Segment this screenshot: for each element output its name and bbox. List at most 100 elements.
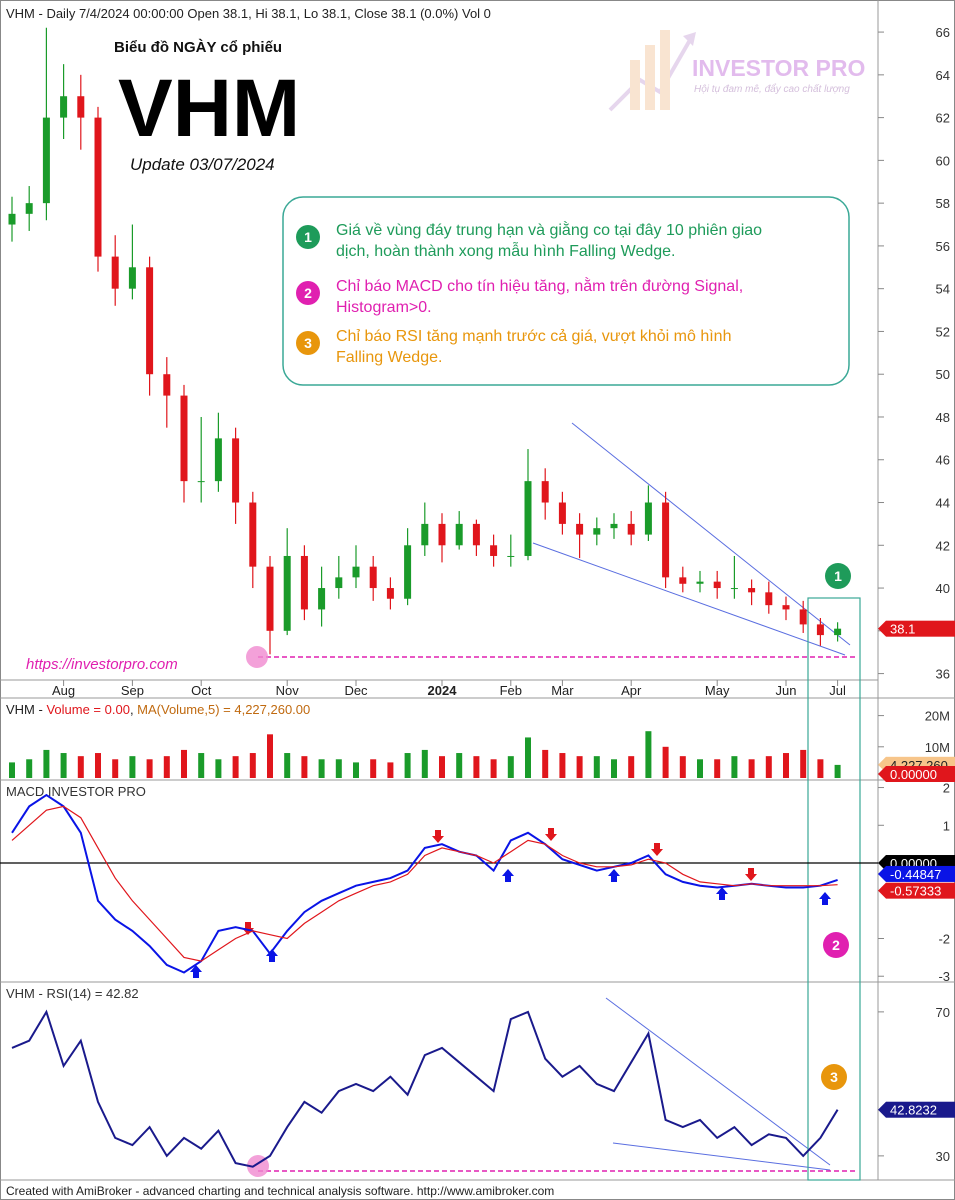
y-tick-label: 66: [936, 25, 950, 40]
bar: [370, 759, 377, 778]
bar: [490, 759, 497, 778]
header: VHM - Daily 7/4/2024 00:00:00 Open 38.1,…: [6, 6, 491, 21]
candle-body: [352, 566, 360, 578]
bar: [507, 756, 514, 778]
title-part: ,: [130, 702, 137, 717]
bar: [731, 756, 738, 778]
value-box: [886, 620, 955, 637]
x-tick-label: 2024: [428, 683, 458, 698]
series-line: [11, 793, 838, 974]
bar: [800, 749, 807, 778]
y-tick-label: -3: [938, 969, 950, 984]
bar: [181, 749, 187, 778]
value-label: -0.57333: [890, 884, 941, 899]
support: [258, 656, 858, 1172]
candle-body: [318, 588, 326, 610]
low-point: [246, 646, 268, 668]
y-tick-label: 20M: [925, 709, 950, 724]
candle-body: [300, 555, 308, 610]
candle-body: [782, 605, 790, 610]
note-text: dịch, hoàn thành xong mẫu hình Falling W…: [336, 241, 676, 260]
bar: [525, 737, 531, 778]
bar: [834, 764, 841, 778]
note-number: 2: [304, 285, 312, 301]
candle-body: [94, 117, 102, 257]
bar: [456, 753, 463, 778]
bar: [765, 756, 772, 778]
candle-body: [627, 523, 635, 535]
logo-tagline: Hội tụ đam mê, đẩy cao chất lượng: [694, 83, 850, 95]
bar: [714, 759, 721, 778]
value-label: 0.00000: [890, 767, 937, 782]
bar: [353, 762, 359, 778]
panel-title: VHM - RSI(14) = 42.82: [6, 986, 139, 1001]
bar: [645, 731, 652, 778]
candle-body: [283, 555, 291, 631]
candle-body: [421, 523, 429, 546]
update-date: Update 03/07/2024: [130, 155, 275, 174]
y-tick-label: 36: [936, 667, 950, 682]
title-part: MA(Volume,5) = 4,227,260.00: [137, 702, 310, 717]
y-tick-label: 10M: [925, 740, 950, 755]
y-tick-label: 58: [936, 196, 950, 211]
candle-body: [576, 523, 584, 535]
bar: [9, 762, 15, 778]
bar: [662, 746, 669, 778]
candle-body: [541, 481, 549, 503]
bar: [26, 759, 33, 778]
x-tick-label: May: [705, 683, 730, 698]
series-line: [11, 1009, 839, 1168]
y-tick-label: 64: [936, 68, 950, 83]
candle-body: [644, 502, 652, 535]
ticker: VHM: [118, 63, 300, 154]
x-tick-label: Aug: [52, 683, 75, 698]
candle-body: [42, 117, 50, 204]
candle-body: [696, 581, 704, 584]
bar: [249, 753, 256, 778]
bar: [817, 759, 824, 778]
title-part: VHM -: [6, 702, 46, 717]
value-box: [886, 865, 955, 882]
bar: [318, 759, 325, 778]
candle-body: [77, 96, 85, 118]
y-tick-label: -2: [938, 931, 950, 946]
x-tick-label: Oct: [191, 683, 212, 698]
bar: [284, 753, 291, 778]
bar: [129, 756, 136, 778]
bar: [232, 756, 239, 778]
candle-body: [232, 438, 240, 503]
y-tick-label: 44: [936, 496, 950, 511]
candle-body: [163, 374, 171, 396]
y-tick-label: 70: [936, 1005, 950, 1020]
candle-body: [490, 545, 498, 556]
y-tick-label: 42: [936, 538, 950, 553]
bar: [421, 749, 428, 778]
notes-box: [282, 196, 850, 386]
candle-body: [730, 588, 738, 590]
x-tick-label: Jul: [829, 683, 846, 698]
bar: [387, 762, 394, 778]
note-badge: [296, 225, 320, 249]
candle-body: [369, 566, 377, 589]
candle-body: [197, 481, 205, 483]
value-pointer: [878, 620, 886, 637]
note-text: Falling Wedge.: [336, 349, 442, 366]
value-pointer: [878, 855, 886, 872]
value-label: 42.8232: [890, 1103, 937, 1118]
bar: [215, 759, 222, 778]
candle-body: [593, 528, 601, 535]
y-tick-label: 1: [943, 818, 950, 833]
series-line: [11, 805, 838, 962]
value-pointer: [878, 882, 886, 899]
candle-body: [679, 577, 687, 584]
panel-title: VHM - Volume = 0.00, MA(Volume,5) = 4,22…: [6, 702, 310, 717]
bar: [559, 753, 566, 778]
marker-badge: [821, 1064, 847, 1090]
highlight: [807, 597, 861, 1181]
candle-body: [128, 267, 136, 289]
bar: [697, 759, 703, 778]
marker-badge: [823, 932, 849, 958]
candle-body: [404, 545, 412, 599]
bar: [95, 753, 101, 778]
